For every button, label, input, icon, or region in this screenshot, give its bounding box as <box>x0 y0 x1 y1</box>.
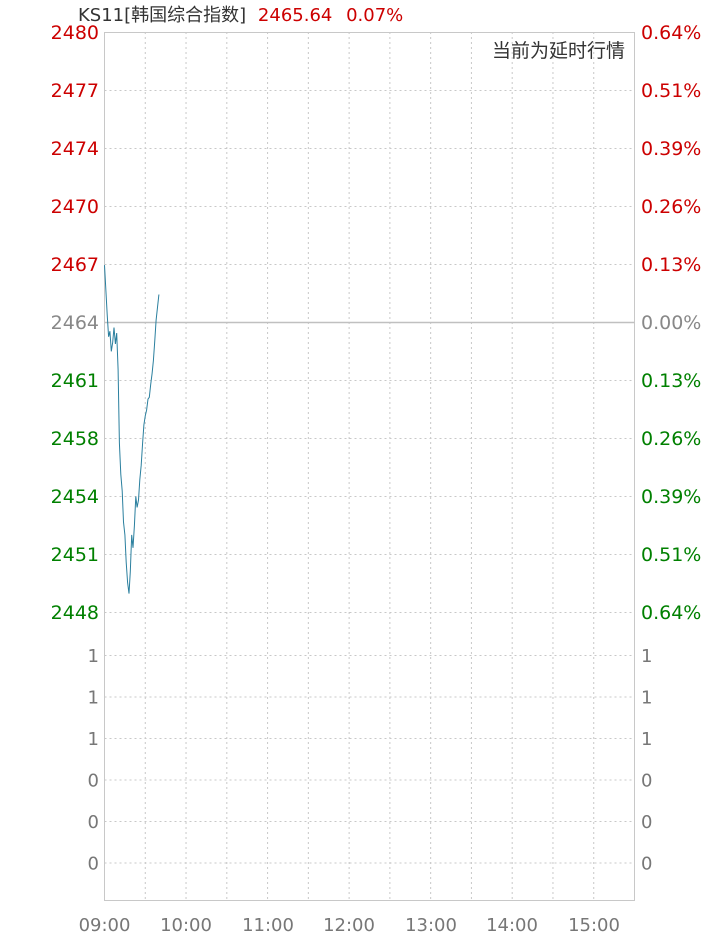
volume-tick-label-right: 0 <box>641 854 652 875</box>
price-line <box>104 265 160 594</box>
delayed-quote-note: 当前为延时行情 <box>491 40 625 62</box>
percent-tick-label: 0.00% <box>641 312 701 334</box>
volume-axis-labels: 1 1 1 1 1 1 0 0 0 0 0 0 <box>88 646 653 875</box>
volume-tick-label-right: 1 <box>641 646 652 667</box>
plot-border <box>104 32 635 901</box>
volume-tick-label-right: 0 <box>641 812 652 833</box>
index-name: [韩国综合指数] <box>124 5 247 26</box>
volume-tick-label: 0 <box>88 771 99 792</box>
percent-tick-label: 0.26% <box>641 196 701 218</box>
volume-tick-label: 1 <box>88 729 99 750</box>
price-tick-label: 2470 <box>51 196 99 218</box>
current-price: 2465.64 <box>257 5 333 26</box>
time-tick-label: 11:00 <box>242 915 294 936</box>
price-tick-label: 2454 <box>51 486 99 508</box>
chart-header: KS11[韩国综合指数] 2465.64 0.07% <box>78 4 403 28</box>
price-tick-label: 2477 <box>51 80 99 102</box>
percent-tick-label: 0.64% <box>641 22 701 44</box>
price-tick-label: 2474 <box>51 138 99 160</box>
percent-tick-label: 0.13% <box>641 254 701 276</box>
volume-tick-label: 0 <box>88 854 99 875</box>
volume-tick-label: 1 <box>88 688 99 709</box>
time-tick-label: 15:00 <box>568 915 620 936</box>
percent-tick-label: 0.26% <box>641 428 701 450</box>
time-tick-label: 13:00 <box>405 915 457 936</box>
volume-tick-label-right: 0 <box>641 771 652 792</box>
grid-lines <box>104 32 635 900</box>
time-tick-label: 12:00 <box>323 915 375 936</box>
percent-axis-labels: 0.64% 0.51% 0.39% 0.26% 0.13% 0.00% 0.13% 0.26%… <box>641 22 701 624</box>
time-axis-labels: 09:00 10:00 11:00 12:00 13:00 14:00 15:00 <box>79 915 620 936</box>
time-tick-label: 10:00 <box>160 915 212 936</box>
change-percent: 0.07% <box>346 5 404 26</box>
volume-tick-label-right: 1 <box>641 688 652 709</box>
time-tick-label: 09:00 <box>79 915 131 936</box>
volume-tick-label: 1 <box>88 646 99 667</box>
time-tick-label: 14:00 <box>486 915 538 936</box>
price-tick-label: 2458 <box>51 428 99 450</box>
price-tick-label: 2480 <box>51 22 99 44</box>
percent-tick-label: 0.51% <box>641 80 701 102</box>
percent-tick-label: 0.13% <box>641 370 701 392</box>
price-tick-label: 2467 <box>51 254 99 276</box>
percent-tick-label: 0.39% <box>641 486 701 508</box>
price-axis-labels: 2480 2477 2474 2470 2467 2464 2461 2458 2454 2451… <box>51 22 99 624</box>
index-code: KS11 <box>78 5 125 26</box>
price-tick-label: 2464 <box>51 312 99 334</box>
volume-tick-label: 0 <box>88 812 99 833</box>
price-tick-label: 2451 <box>51 544 99 566</box>
percent-tick-label: 0.51% <box>641 544 701 566</box>
volume-tick-label-right: 1 <box>641 729 652 750</box>
price-tick-label: 2448 <box>51 602 99 624</box>
percent-tick-label: 0.39% <box>641 138 701 160</box>
percent-tick-label: 0.64% <box>641 602 701 624</box>
price-tick-label: 2461 <box>51 370 99 392</box>
